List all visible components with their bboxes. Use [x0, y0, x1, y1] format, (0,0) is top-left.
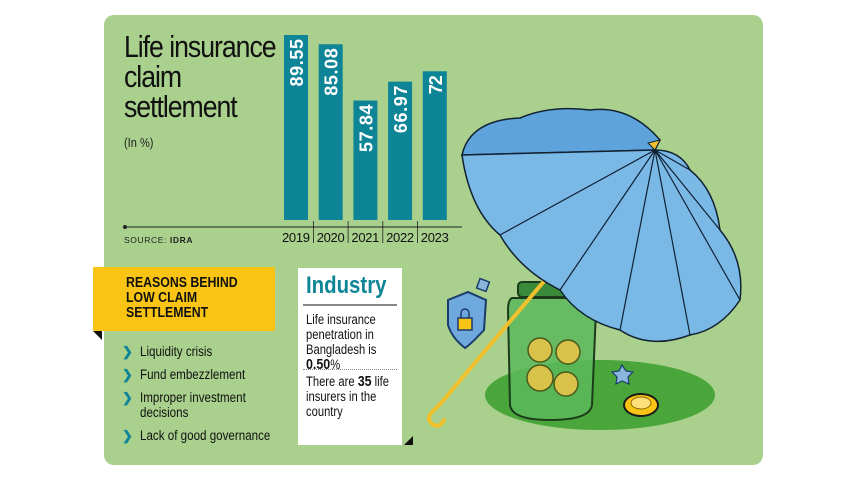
umbrella-icon [427, 107, 742, 428]
fold-corner [93, 331, 102, 340]
dotted-divider [303, 369, 397, 370]
list-item: ❯ Liquidity crisis [122, 344, 213, 359]
bar-2023 [422, 71, 447, 220]
industry-title: Industry [306, 272, 387, 299]
x-tick-label: 2023 [421, 230, 449, 245]
list-item: ❯ Improper investment decisions [122, 390, 246, 420]
list-item: ❯ Lack of good governance [122, 428, 271, 443]
data-label: 85.08 [322, 48, 342, 95]
data-label: 72 [426, 75, 446, 94]
penetration-text: Life insurance penetration in Bangladesh… [306, 312, 414, 372]
chevron-right-icon: ❯ [122, 390, 133, 405]
bar-2021 [353, 100, 378, 220]
chart-unit: (In %) [124, 135, 154, 150]
x-tick-label: 2021 [351, 230, 379, 245]
penetration-label: Life insurance penetration in Bangladesh… [306, 312, 377, 357]
x-tick-label: 2020 [317, 230, 345, 245]
data-label: 89.55 [287, 39, 307, 87]
data-label: 66.97 [391, 86, 411, 134]
shield-lock-icon [447, 290, 488, 350]
bar-2022 [388, 81, 413, 220]
x-tick-label: 2022 [386, 230, 414, 245]
penetration-value: 0.50 [306, 356, 331, 373]
data-label: 57.84 [356, 105, 376, 153]
source-label: SOURCE: [124, 235, 167, 245]
chevron-right-icon: ❯ [122, 367, 133, 382]
axis-dot [123, 225, 127, 229]
chart-title: Life insurance claim settlement [124, 29, 277, 124]
insurers-prefix: There are [306, 374, 355, 389]
x-tick-label: 2019 [282, 230, 310, 245]
industry-box: Industry Life insurance penetration in B… [298, 268, 402, 445]
divider [303, 304, 397, 306]
reasons-header-box [93, 267, 275, 331]
reasons-title: REASONS BEHIND LOW CLAIM SETTLEMENT [126, 275, 238, 321]
bar-2020 [318, 44, 343, 221]
star-icon [610, 363, 635, 386]
reasons-list: ❯ Liquidity crisis ❯ Fund embezzlement ❯ Im… [122, 344, 320, 451]
chevron-right-icon: ❯ [122, 428, 133, 443]
list-item: ❯ Fund embezzlement [122, 367, 246, 382]
source-note: SOURCE: IDRA [124, 235, 193, 245]
gem-icon [475, 277, 491, 293]
insurers-text: There are 35 life insurers in the countr… [306, 374, 414, 419]
source-name: IDRA [169, 235, 194, 245]
penetration-unit: % [330, 357, 341, 372]
chevron-right-icon: ❯ [122, 344, 133, 359]
coin-icon [623, 393, 659, 417]
insurers-suffix: life insurers in the country [306, 374, 390, 419]
bar-2019 [284, 34, 308, 220]
insurers-count: 35 [357, 373, 372, 390]
fold-corner [404, 436, 413, 445]
